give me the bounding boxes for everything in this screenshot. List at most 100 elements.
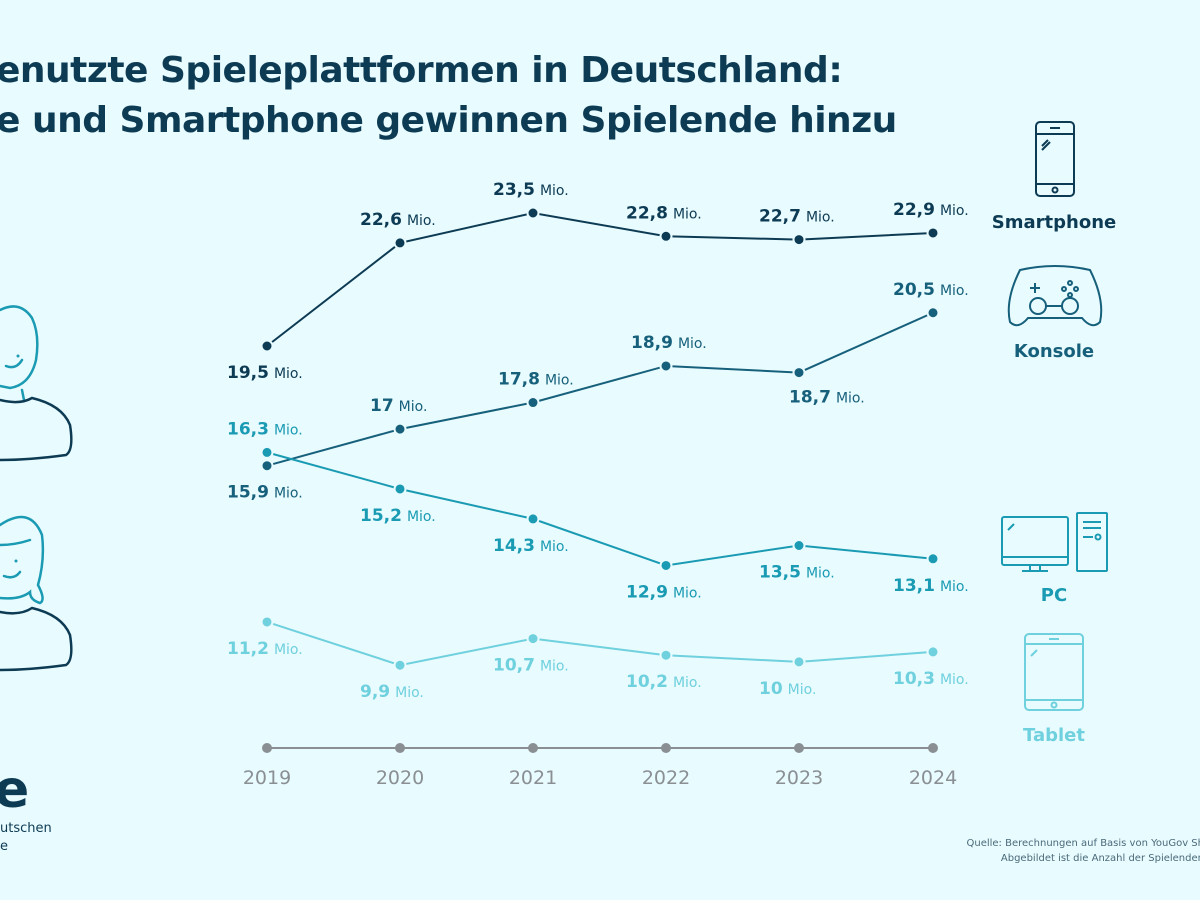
- data-label-value: 22,6: [360, 210, 402, 230]
- x-axis-dot: [395, 743, 405, 753]
- data-label: 20,5 Mio.: [893, 280, 969, 300]
- tablet-icon: [1024, 633, 1084, 711]
- data-label-unit: Mio.: [673, 585, 702, 601]
- data-label-value: 10,2: [626, 672, 668, 692]
- data-label-unit: Mio.: [540, 183, 569, 199]
- data-label: 15,9 Mio.: [227, 483, 303, 503]
- data-label: 9,9 Mio.: [360, 682, 424, 702]
- logo-text-line-2: e: [0, 839, 8, 854]
- data-label: 17,8 Mio.: [498, 370, 574, 390]
- data-label-value: 17: [370, 396, 394, 416]
- legend-label-smartphone: Smartphone: [991, 212, 1117, 233]
- logo-text-line-1: utschen: [0, 821, 52, 836]
- legend-label-tablet: Tablet: [1023, 725, 1085, 746]
- data-label-value: 15,2: [360, 506, 402, 526]
- data-point: [659, 648, 673, 662]
- data-label-value: 19,5: [227, 363, 269, 383]
- data-label-unit: Mio.: [940, 203, 969, 219]
- data-point: [526, 396, 540, 410]
- data-label-unit: Mio.: [407, 213, 436, 229]
- data-point: [659, 359, 673, 373]
- data-label-value: 14,3: [493, 536, 535, 556]
- data-label-unit: Mio.: [836, 391, 865, 407]
- series-tablet: 11,2 Mio.9,9 Mio.10,7 Mio.10,2 Mio. 10 Mio.10,…: [227, 615, 969, 702]
- data-point: [526, 632, 540, 646]
- data-label: 18,9 Mio.: [631, 333, 707, 353]
- data-label-unit: Mio.: [274, 366, 303, 382]
- data-label-unit: Mio.: [540, 539, 569, 555]
- data-label-value: 18,7: [789, 388, 831, 408]
- data-label-value: 9,9: [360, 682, 390, 702]
- data-label: 22,8 Mio.: [626, 203, 702, 223]
- data-label: 11,2 Mio.: [227, 639, 303, 659]
- data-point: [926, 645, 940, 659]
- smartphone-icon: [1035, 121, 1075, 197]
- data-point: [260, 339, 274, 353]
- data-label-unit: Mio.: [407, 509, 436, 525]
- data-label: 10,7 Mio.: [493, 656, 569, 676]
- logo: e: [0, 760, 30, 820]
- data-label-unit: Mio.: [788, 682, 817, 698]
- data-point: [393, 422, 407, 436]
- data-point: [792, 233, 806, 247]
- data-label: 10,3 Mio.: [893, 669, 969, 689]
- data-label: 16,3 Mio.: [227, 419, 303, 439]
- data-label-unit: Mio.: [274, 422, 303, 438]
- data-label-unit: Mio.: [399, 399, 428, 415]
- data-label: 14,3 Mio.: [493, 536, 569, 556]
- data-label-value: 22,9: [893, 200, 935, 220]
- series-smartphone: 19,5 Mio. 22,6 Mio. 23,5 Mio. 22,8 Mio. 22,7 Mio.…: [227, 180, 969, 383]
- legend-label-pc: PC: [1040, 585, 1068, 606]
- logo-text: utschen e: [0, 820, 52, 856]
- x-tick-label: 2019: [243, 767, 291, 789]
- data-label-unit: Mio.: [806, 210, 835, 226]
- data-label: 17 Mio.: [370, 396, 427, 416]
- source-line-1: Quelle: Berechnungen auf Basis von YouGo…: [966, 838, 1200, 849]
- source-line-2: Abgebildet ist die Anzahl der Spielenden: [1000, 853, 1200, 864]
- data-label-value: 11,2: [227, 639, 269, 659]
- data-label-unit: Mio.: [673, 206, 702, 222]
- data-label: 12,9 Mio.: [626, 582, 702, 602]
- data-point: [393, 482, 407, 496]
- woman-icon: [0, 515, 73, 672]
- data-label-unit: Mio.: [673, 675, 702, 691]
- series-pc: 16,3 Mio. 15,2 Mio. 14,3 Mio. 12,9 Mio. 13,5 Mio.…: [227, 419, 969, 602]
- series-line: [266, 451, 934, 567]
- data-label-unit: Mio.: [940, 672, 969, 688]
- data-label: 22,6 Mio.: [360, 210, 436, 230]
- data-label: 19,5 Mio.: [227, 363, 303, 383]
- x-axis-dot: [794, 743, 804, 753]
- data-point: [926, 226, 940, 240]
- data-label-value: 16,3: [227, 419, 269, 439]
- data-point: [260, 615, 274, 629]
- data-label: 15,2 Mio.: [360, 506, 436, 526]
- data-point: [792, 539, 806, 552]
- source-note: Quelle: Berechnungen auf Basis von YouGo…: [966, 836, 1200, 866]
- data-point: [260, 445, 274, 459]
- data-point: [260, 459, 274, 473]
- data-label-value: 12,9: [626, 582, 668, 602]
- data-point: [659, 558, 673, 572]
- x-tick-label: 2021: [509, 767, 557, 789]
- data-label-unit: Mio.: [678, 336, 707, 352]
- data-label-value: 13,5: [759, 563, 801, 583]
- data-label-value: 22,7: [759, 207, 801, 227]
- x-axis-dot: [928, 743, 938, 753]
- man-icon: [0, 305, 73, 462]
- data-label-value: 23,5: [493, 180, 535, 200]
- data-label-value: 10: [759, 679, 783, 699]
- x-tick-label: 2020: [376, 767, 424, 789]
- data-point: [393, 658, 407, 672]
- data-label-unit: Mio.: [274, 642, 303, 658]
- data-point: [393, 236, 407, 250]
- data-label: 10 Mio.: [759, 679, 816, 699]
- series-line: [266, 621, 934, 667]
- data-label-unit: Mio.: [940, 283, 969, 299]
- title-line-1: enutzte Spieleplattformen in Deutschland…: [0, 50, 843, 91]
- data-label: 18,7 Mio.: [789, 388, 865, 408]
- data-point: [926, 306, 940, 320]
- data-label: 22,9 Mio.: [893, 200, 969, 220]
- data-point: [526, 512, 540, 526]
- data-label-unit: Mio.: [540, 659, 569, 675]
